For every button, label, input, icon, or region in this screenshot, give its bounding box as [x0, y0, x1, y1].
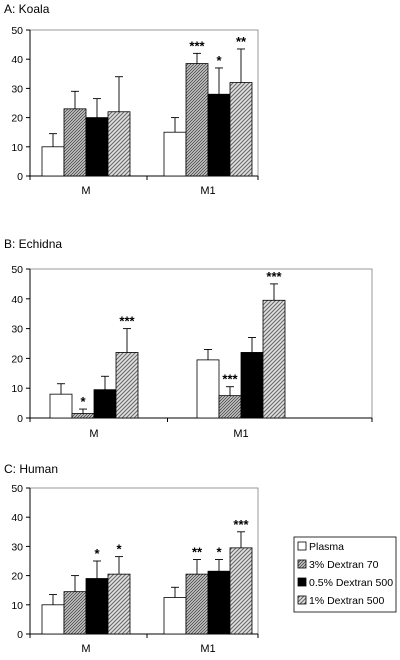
category-label-m: M — [89, 428, 98, 440]
bar-3-dextran-70-m1 — [185, 573, 209, 635]
y-tick-label: 10 — [11, 142, 23, 154]
y-tick-label: 20 — [11, 571, 23, 583]
y-tick-label: 50 — [11, 25, 23, 37]
y-tick-label: 40 — [11, 294, 23, 306]
bar-1-dextran-500-m1 — [229, 82, 253, 177]
y-tick-label: 0 — [17, 413, 23, 425]
bar-1-dextran-500-m1 — [262, 299, 286, 419]
bar-0-5-dextran-500-m1 — [207, 93, 231, 177]
category-label-m1: M1 — [200, 185, 215, 197]
bar-1-dextran-500-m — [107, 573, 131, 635]
significance-marker: *** — [266, 269, 282, 284]
significance-marker: *** — [222, 372, 238, 387]
y-tick-label: 50 — [11, 264, 23, 276]
significance-marker: * — [216, 545, 222, 560]
y-tick-label: 10 — [11, 383, 23, 395]
bar-0-5-dextran-500-m — [93, 389, 117, 419]
legend-swatch-1-dextran-500 — [297, 595, 307, 605]
y-tick-label: 0 — [17, 629, 23, 641]
significance-marker: ** — [192, 545, 203, 560]
y-tick-label: 30 — [11, 324, 23, 336]
legend-label-3-dextran-70: 3% Dextran 70 — [309, 559, 379, 571]
significance-marker: *** — [233, 517, 249, 532]
significance-marker: * — [216, 53, 222, 68]
legend-swatch-plasma — [297, 541, 307, 551]
legend: Plasma 3% Dextran 70 0.5% Dextran 500 1% De… — [293, 536, 397, 613]
y-tick-label: 30 — [11, 83, 23, 95]
significance-marker: * — [80, 394, 86, 409]
y-tick-label: 20 — [11, 113, 23, 125]
y-tick-label: 40 — [11, 512, 23, 524]
significance-marker: ** — [236, 34, 247, 49]
bar-plasma-m — [49, 393, 73, 419]
y-tick-label: 10 — [11, 600, 23, 612]
bar-plasma-m1 — [163, 131, 187, 177]
legend-label-1-dextran-500: 1% Dextran 500 — [309, 595, 384, 607]
bar-0-5-dextran-500-m — [85, 578, 109, 635]
bar-1-dextran-500-m1 — [229, 547, 253, 635]
bar-1-dextran-500-m — [107, 111, 131, 177]
bar-3-dextran-70-m — [71, 413, 95, 419]
y-tick-label: 20 — [11, 353, 23, 365]
legend-label-0-5-dextran-500: 0.5% Dextran 500 — [309, 577, 393, 589]
category-label-m1: M1 — [200, 643, 215, 655]
legend-label-plasma: Plasma — [309, 541, 344, 553]
significance-marker: * — [94, 546, 100, 561]
bar-0-5-dextran-500-m — [85, 117, 109, 177]
significance-marker: *** — [119, 314, 135, 329]
y-tick-label: 0 — [17, 171, 23, 183]
category-label-m: M — [81, 185, 90, 197]
bar-plasma-m1 — [196, 359, 220, 419]
legend-swatch-3-dextran-70 — [297, 559, 307, 569]
legend-box — [293, 536, 397, 613]
significance-marker: *** — [189, 38, 205, 53]
bar-plasma-m — [41, 604, 65, 635]
chart-title: B: Echidna — [4, 237, 62, 251]
bar-0-5-dextran-500-m1 — [240, 352, 264, 419]
category-label-m: M — [81, 643, 90, 655]
legend-swatch-0-5-dextran-500 — [297, 577, 307, 587]
bar-3-dextran-70-m1 — [218, 395, 242, 419]
y-tick-label: 50 — [11, 483, 23, 495]
y-tick-label: 40 — [11, 54, 23, 66]
bar-1-dextran-500-m — [115, 352, 139, 419]
y-tick-label: 30 — [11, 541, 23, 553]
chart-title: A: Koala — [4, 2, 50, 16]
bar-plasma-m1 — [163, 597, 187, 635]
bar-3-dextran-70-m — [63, 108, 87, 177]
bar-3-dextran-70-m1 — [185, 63, 209, 177]
bar-0-5-dextran-500-m1 — [207, 570, 231, 635]
bar-3-dextran-70-m — [63, 591, 87, 635]
chart-title: C: Human — [4, 462, 58, 476]
significance-marker: * — [116, 542, 122, 557]
category-label-m1: M1 — [233, 428, 248, 440]
bar-plasma-m — [41, 146, 65, 177]
